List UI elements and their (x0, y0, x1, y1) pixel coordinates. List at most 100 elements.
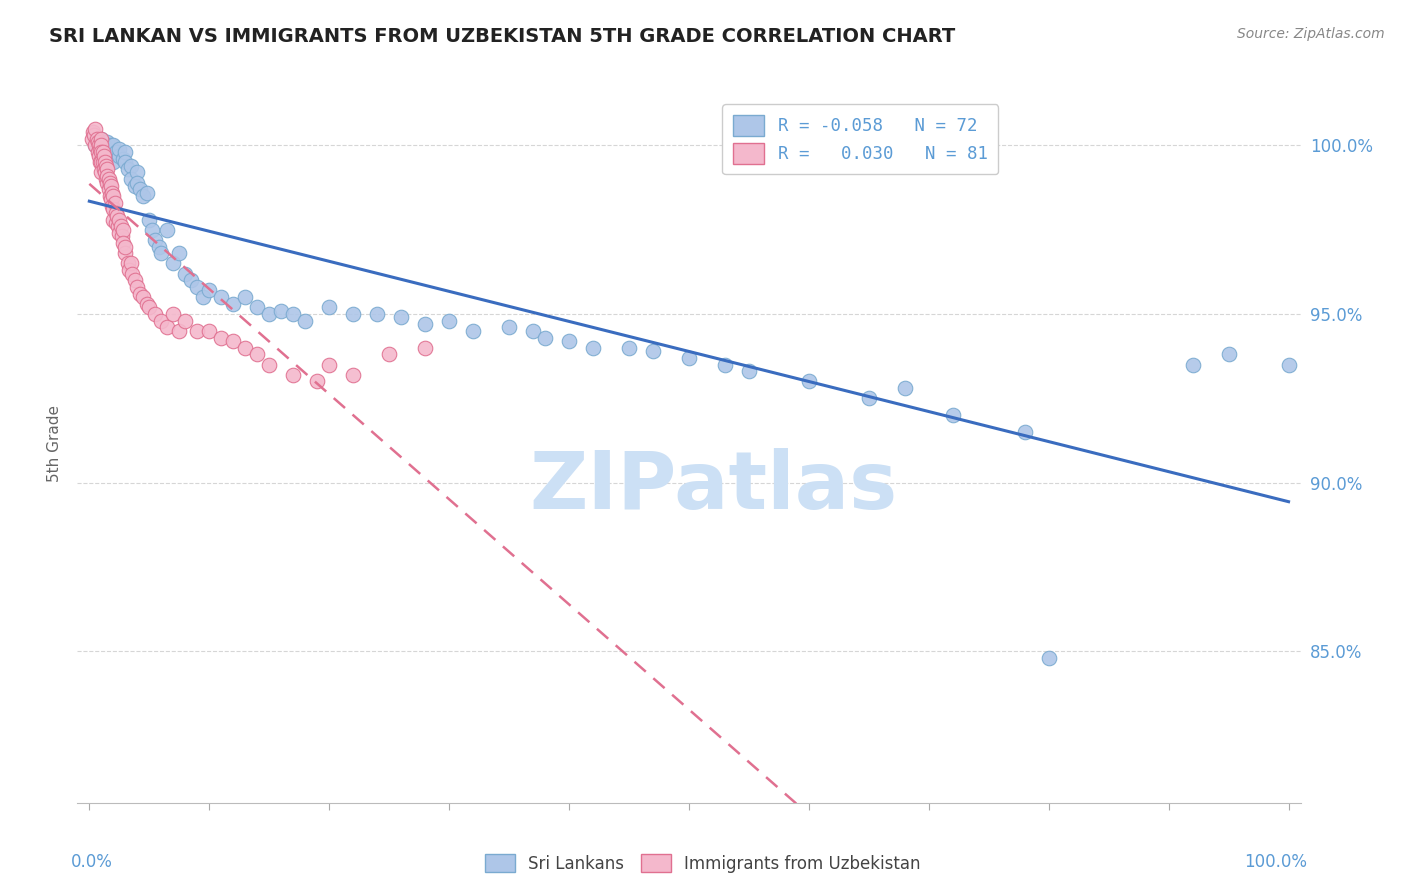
Point (108, 212, 131, 227)
Point (87, 148, 110, 162)
Legend: Sri Lankans, Immigrants from Uzbekistan: Sri Lankans, Immigrants from Uzbekistan (478, 847, 928, 880)
Point (342, 307, 364, 321)
Point (143, 233, 166, 247)
Point (1277, 358, 1299, 372)
Point (942, 408, 965, 422)
Point (150, 314, 173, 328)
Point (198, 284, 221, 298)
Point (91, 145, 114, 160)
Point (103, 202, 125, 217)
Point (498, 320, 520, 334)
Point (318, 358, 340, 372)
Point (105, 209, 128, 223)
Point (104, 216, 127, 230)
Point (93, 138, 115, 153)
Point (858, 391, 880, 405)
Point (128, 286, 150, 301)
Point (135, 297, 157, 311)
Point (169, 324, 191, 338)
Point (132, 290, 155, 304)
Point (617, 341, 640, 355)
Point (148, 239, 170, 253)
Point (114, 246, 136, 260)
Text: 100.0%: 100.0% (1244, 853, 1306, 871)
Point (104, 206, 127, 220)
Point (98, 189, 121, 203)
Point (378, 347, 401, 361)
Point (198, 324, 221, 338)
Point (118, 263, 141, 277)
Text: Source: ZipAtlas.com: Source: ZipAtlas.com (1237, 27, 1385, 41)
Point (437, 314, 460, 328)
Point (582, 341, 605, 355)
Point (120, 159, 142, 173)
Point (97, 172, 120, 186)
Point (94, 165, 117, 179)
Point (678, 351, 700, 365)
Point (101, 199, 124, 213)
Point (294, 314, 316, 328)
Point (90, 145, 112, 160)
Point (143, 307, 166, 321)
Point (90, 145, 112, 160)
Point (246, 300, 269, 314)
Point (111, 236, 134, 251)
Point (1038, 650, 1060, 665)
Point (94, 155, 117, 169)
Point (186, 324, 208, 338)
Point (389, 310, 412, 325)
Point (90, 131, 112, 145)
Point (90, 131, 112, 145)
Point (169, 246, 191, 260)
Point (90, 138, 112, 153)
Point (96, 169, 118, 183)
Point (222, 297, 245, 311)
Point (141, 223, 163, 237)
Point (117, 161, 139, 176)
Text: ZIPatlas: ZIPatlas (529, 448, 897, 526)
Point (714, 358, 737, 372)
Point (90, 155, 112, 169)
Point (93, 161, 115, 176)
Point (138, 300, 160, 314)
Point (209, 290, 232, 304)
Point (121, 267, 143, 281)
Point (156, 223, 179, 237)
Point (84, 121, 107, 136)
Point (124, 178, 146, 193)
Point (156, 320, 179, 334)
Point (96, 142, 118, 156)
Point (1181, 358, 1204, 372)
Point (98, 176, 121, 190)
Point (100, 178, 122, 193)
Point (91, 155, 114, 169)
Point (108, 226, 131, 240)
Point (138, 212, 160, 227)
Point (128, 182, 150, 196)
Point (124, 273, 146, 287)
Point (1218, 347, 1240, 361)
Point (174, 314, 197, 328)
Point (127, 176, 149, 190)
Point (342, 368, 364, 382)
Point (318, 300, 340, 314)
Point (174, 267, 197, 281)
Point (103, 155, 125, 169)
Point (103, 138, 125, 153)
Point (93, 148, 115, 162)
Text: SRI LANKAN VS IMMIGRANTS FROM UZBEKISTAN 5TH GRADE CORRELATION CHART: SRI LANKAN VS IMMIGRANTS FROM UZBEKISTAN… (49, 27, 956, 45)
Point (222, 334, 245, 348)
Point (103, 212, 125, 227)
Point (233, 341, 256, 355)
Point (738, 364, 761, 378)
Point (86, 135, 108, 149)
Point (117, 256, 139, 270)
Point (461, 324, 484, 338)
Point (127, 165, 149, 179)
Point (180, 273, 202, 287)
Point (108, 142, 131, 156)
Point (86, 131, 108, 145)
Point (83, 128, 105, 143)
Point (120, 172, 142, 186)
Point (89, 155, 111, 169)
